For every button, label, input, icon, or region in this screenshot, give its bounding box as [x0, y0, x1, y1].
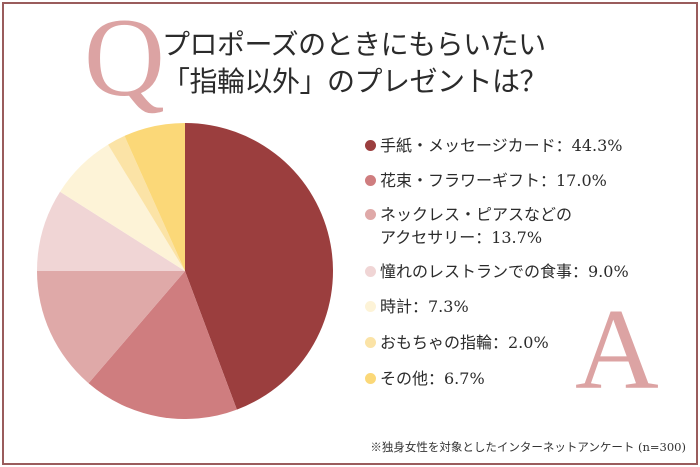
legend-dot-icon [365, 209, 376, 220]
legend-dot-icon [365, 140, 376, 151]
legend-dot-icon [365, 301, 376, 312]
legend-item-letter-card: 手紙・メッセージカード：44.3% [365, 134, 623, 157]
pie-slice [88, 271, 237, 419]
survey-footnote: ※独身女性を対象としたインターネットアンケート (n=300) [370, 440, 686, 454]
legend-label-line-2: アクセサリー：13.7% [380, 228, 543, 247]
title-line-1: プロポーズのときにもらいたい [162, 28, 546, 61]
pie-slice [37, 191, 185, 271]
pie-slice [37, 271, 185, 384]
pie-chart [37, 123, 333, 419]
legend-label-line-1: ネックレス・ピアスなどの [380, 205, 573, 224]
pie-slice [108, 135, 185, 271]
title-line-2: 「指輪以外」のプレゼントは？ [162, 65, 548, 98]
legend-item-other: その他：6.7% [365, 367, 485, 390]
answer-mark-letter: A [575, 286, 659, 414]
legend-label: 憧れのレストランでの食事：9.0% [380, 262, 629, 281]
legend-label: 時計：7.3% [380, 297, 469, 316]
chart-legend: 手紙・メッセージカード：44.3% 花束・フラワーギフト：17.0% ネックレス… [365, 0, 695, 467]
legend-label: 手紙・メッセージカード：44.3% [380, 136, 623, 155]
legend-label: ネックレス・ピアスなどの アクセサリー：13.7% [380, 203, 572, 249]
chart-title: プロポーズのときにもらいたい 「指輪以外」のプレゼントは？ [162, 26, 548, 100]
legend-label: 花束・フラワーギフト：17.0% [380, 171, 607, 190]
legend-item-watch: 時計：7.3% [365, 295, 469, 318]
legend-label: おもちゃの指輪：2.0% [380, 333, 549, 352]
legend-item-restaurant: 憧れのレストランでの食事：9.0% [365, 260, 629, 283]
question-mark-letter: Q [84, 0, 165, 120]
legend-item-flowers: 花束・フラワーギフト：17.0% [365, 169, 607, 192]
pie-slice [124, 123, 185, 271]
legend-item-accessories: ネックレス・ピアスなどの アクセサリー：13.7% [365, 203, 572, 249]
pie-slice [60, 144, 185, 271]
legend-label: その他：6.7% [380, 369, 485, 388]
legend-dot-icon [365, 337, 376, 348]
legend-dot-icon [365, 373, 376, 384]
legend-item-toy-ring: おもちゃの指輪：2.0% [365, 331, 549, 354]
legend-dot-icon [365, 266, 376, 277]
legend-dot-icon [365, 175, 376, 186]
pie-slice [185, 123, 333, 410]
